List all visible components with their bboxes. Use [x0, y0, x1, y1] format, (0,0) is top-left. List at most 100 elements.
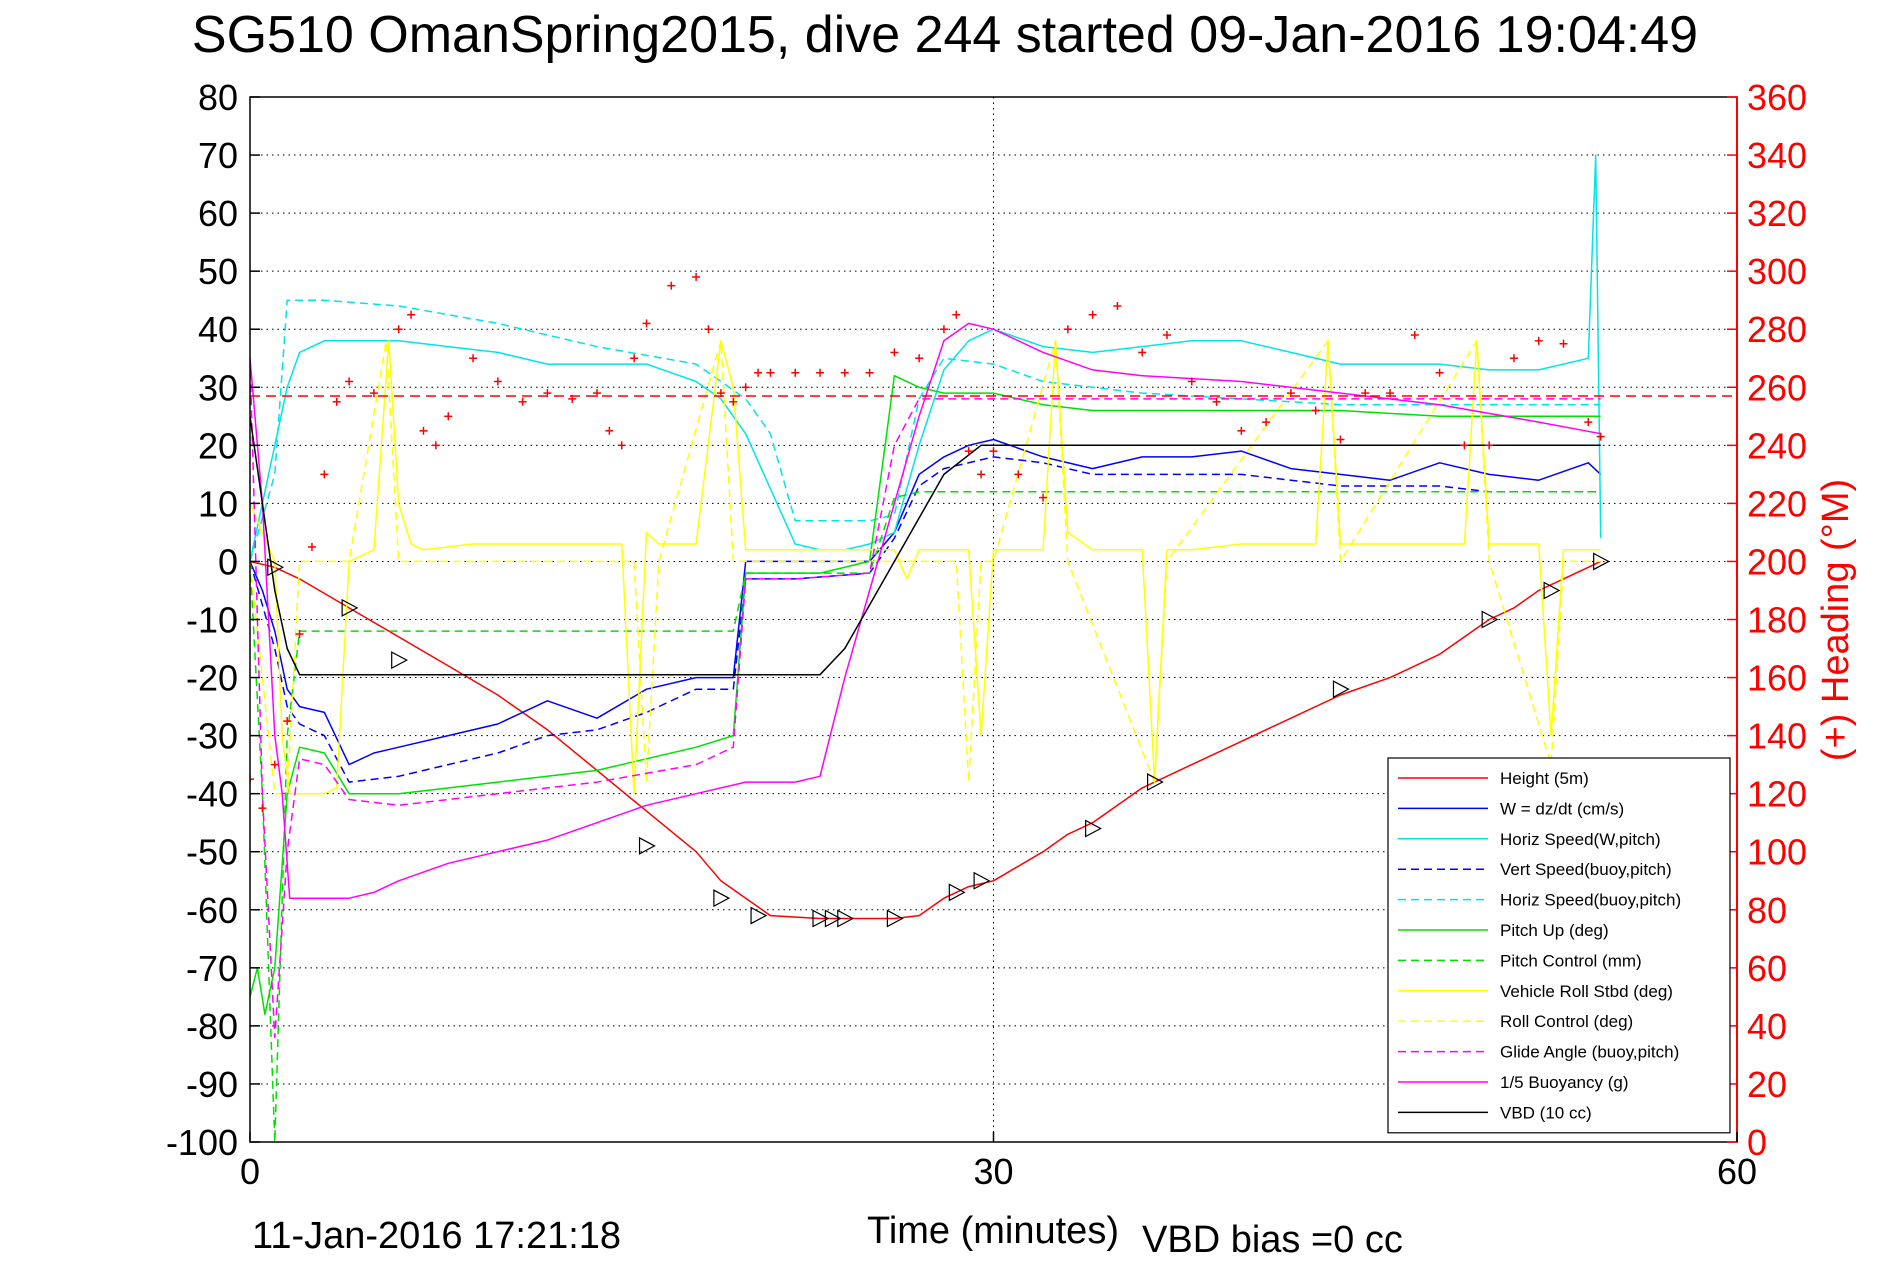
right-axis-label: (+) Heading (°M) [1815, 479, 1857, 761]
heading-point [1386, 389, 1395, 398]
y2-tick-label: 80 [1747, 890, 1787, 931]
legend-entry: Pitch Control (mm) [1500, 951, 1642, 970]
heading-point [543, 389, 552, 398]
heading-point [964, 447, 973, 456]
heading-point [865, 368, 874, 377]
series-line-7 [250, 340, 1601, 795]
legend-entry: Roll Control (deg) [1500, 1012, 1633, 1031]
y2-tick-label: 360 [1747, 77, 1807, 118]
y-tick-label: -40 [186, 774, 238, 815]
legend-box [1387, 757, 1731, 1134]
heading-point [729, 397, 738, 406]
x-tick-label: 0 [240, 1151, 260, 1192]
right-y-axis: 3603403203002802602402202001801601401201… [1727, 77, 1807, 1163]
heading-point [605, 426, 614, 435]
y-tick-label: 10 [198, 483, 238, 524]
heading-point [431, 441, 440, 450]
heading-point [568, 394, 577, 403]
legend-entry: VBD (10 cc) [1500, 1103, 1592, 1122]
footer-vbd-bias: VBD bias =0 cc [1142, 1219, 1403, 1261]
heading-point [407, 310, 416, 319]
heading-point [1410, 331, 1419, 340]
heading-point [617, 441, 626, 450]
heading-point [840, 368, 849, 377]
footer-date: 11-Jan-2016 17:21:18 [252, 1215, 621, 1257]
series-line-5 [250, 374, 1601, 1016]
series-line-2 [250, 154, 1602, 562]
y2-tick-label: 120 [1747, 774, 1807, 815]
y-tick-label: -50 [186, 832, 238, 873]
height-marker [341, 598, 359, 617]
y2-tick-label: 140 [1747, 716, 1807, 757]
heading-point [816, 368, 825, 377]
heading-layer [250, 272, 1737, 813]
heading-point [1286, 389, 1295, 398]
y2-tick-label: 340 [1747, 135, 1807, 176]
heading-point [332, 397, 341, 406]
heading-point [493, 377, 502, 386]
y-tick-label: -10 [186, 600, 238, 641]
heading-point [915, 354, 924, 363]
heading-point [1237, 426, 1246, 435]
heading-point [258, 804, 267, 813]
y-tick-label: 0 [218, 541, 238, 582]
heading-point [1187, 377, 1196, 386]
y2-tick-label: 280 [1747, 309, 1807, 350]
y-tick-label: -60 [186, 890, 238, 931]
heading-point [716, 389, 725, 398]
heading-point [345, 377, 354, 386]
legend-entry: Glide Angle (buoy,pitch) [1500, 1043, 1679, 1062]
height-marker [1332, 680, 1350, 699]
height-marker [638, 836, 656, 855]
legend-entry: Vehicle Roll Stbd (deg) [1500, 982, 1673, 1001]
y2-tick-label: 20 [1747, 1064, 1787, 1105]
y-tick-label: 80 [198, 77, 238, 118]
y2-tick-label: 180 [1747, 600, 1807, 641]
series-line-9 [250, 358, 1601, 1039]
legend-entry: Pitch Up (deg) [1500, 921, 1609, 940]
heading-point [692, 272, 701, 281]
y-tick-label: 70 [198, 135, 238, 176]
height-marker [750, 906, 768, 925]
heading-point [1088, 310, 1097, 319]
height-marker [713, 889, 731, 908]
heading-point [469, 354, 478, 363]
heading-point [1138, 348, 1147, 357]
y-tick-label: -80 [186, 1006, 238, 1047]
height-marker [1085, 819, 1102, 838]
heading-point [1336, 435, 1345, 444]
heading-point [890, 348, 899, 357]
heading-point [1485, 441, 1494, 450]
y-tick-label: 20 [198, 425, 238, 466]
x-tick-label: 60 [1717, 1151, 1757, 1192]
height-marker [886, 909, 904, 928]
heading-point [250, 775, 254, 784]
y2-tick-label: 220 [1747, 483, 1807, 524]
heading-point [1113, 302, 1122, 310]
heading-point [1063, 325, 1072, 334]
heading-point [1039, 493, 1048, 502]
heading-point [1014, 470, 1023, 479]
y-tick-label: 40 [198, 309, 238, 350]
y2-tick-label: 100 [1747, 832, 1807, 873]
heading-point [1435, 368, 1444, 377]
series-line-4 [250, 299, 1601, 562]
y2-tick-label: 260 [1747, 367, 1807, 408]
heading-point [1559, 339, 1568, 348]
heading-point [295, 630, 304, 639]
x-axis: 0 30 60 [240, 1132, 1757, 1192]
y2-tick-label: 40 [1747, 1006, 1787, 1047]
series-line-11 [250, 416, 1601, 676]
y2-tick-label: 160 [1747, 658, 1807, 699]
heading-point [1162, 331, 1171, 340]
heading-point [1584, 418, 1593, 427]
x-axis-label: Time (minutes) [867, 1210, 1119, 1252]
height-marker [1146, 773, 1164, 792]
y-tick-label: -20 [186, 658, 238, 699]
y-tick-label: -100 [166, 1122, 238, 1163]
heading-point [642, 319, 651, 328]
heading-point [419, 426, 428, 435]
heading-point [977, 470, 986, 479]
height-marker [837, 909, 855, 928]
legend-entry: Vert Speed(buoy,pitch) [1500, 860, 1672, 879]
